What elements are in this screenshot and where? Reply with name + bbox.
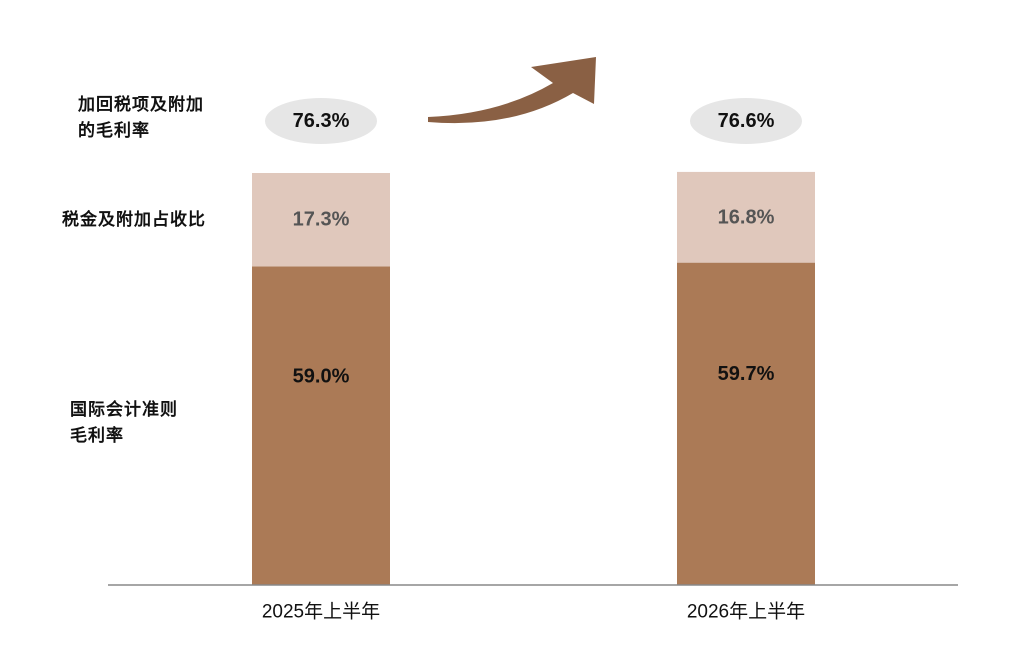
bar-tax-ratio [677,171,815,263]
row-label-margin: 国际会计准则 毛利率 [70,397,178,449]
bar-tax-ratio [252,173,390,267]
data-label-gross-margin: 59.0% [293,365,350,387]
total-bubble [265,98,377,144]
total-bubble [690,98,802,144]
data-label-total: 76.3% [293,110,350,132]
x-tick-label: 2025年上半年 [262,601,380,623]
data-label-tax-ratio: 16.8% [718,206,775,228]
bar-gross-margin [252,266,390,585]
data-label-tax-ratio: 17.3% [293,209,350,231]
data-label-total: 76.6% [718,110,775,132]
row-label-total-line2: 的毛利率 [78,121,150,141]
row-label-total: 加回税项及附加 的毛利率 [78,92,204,144]
row-label-tax: 税金及附加占收比 [62,207,206,233]
trend-arrow-icon [428,57,596,124]
row-label-margin-line1: 国际会计准则 [70,400,178,420]
data-label-gross-margin: 59.7% [718,363,775,385]
x-tick-label: 2026年上半年 [687,601,805,623]
row-label-margin-line2: 毛利率 [70,426,124,446]
bar-gross-margin [677,262,815,585]
row-label-total-line1: 加回税项及附加 [78,95,204,115]
row-label-tax-line1: 税金及附加占收比 [62,210,206,230]
